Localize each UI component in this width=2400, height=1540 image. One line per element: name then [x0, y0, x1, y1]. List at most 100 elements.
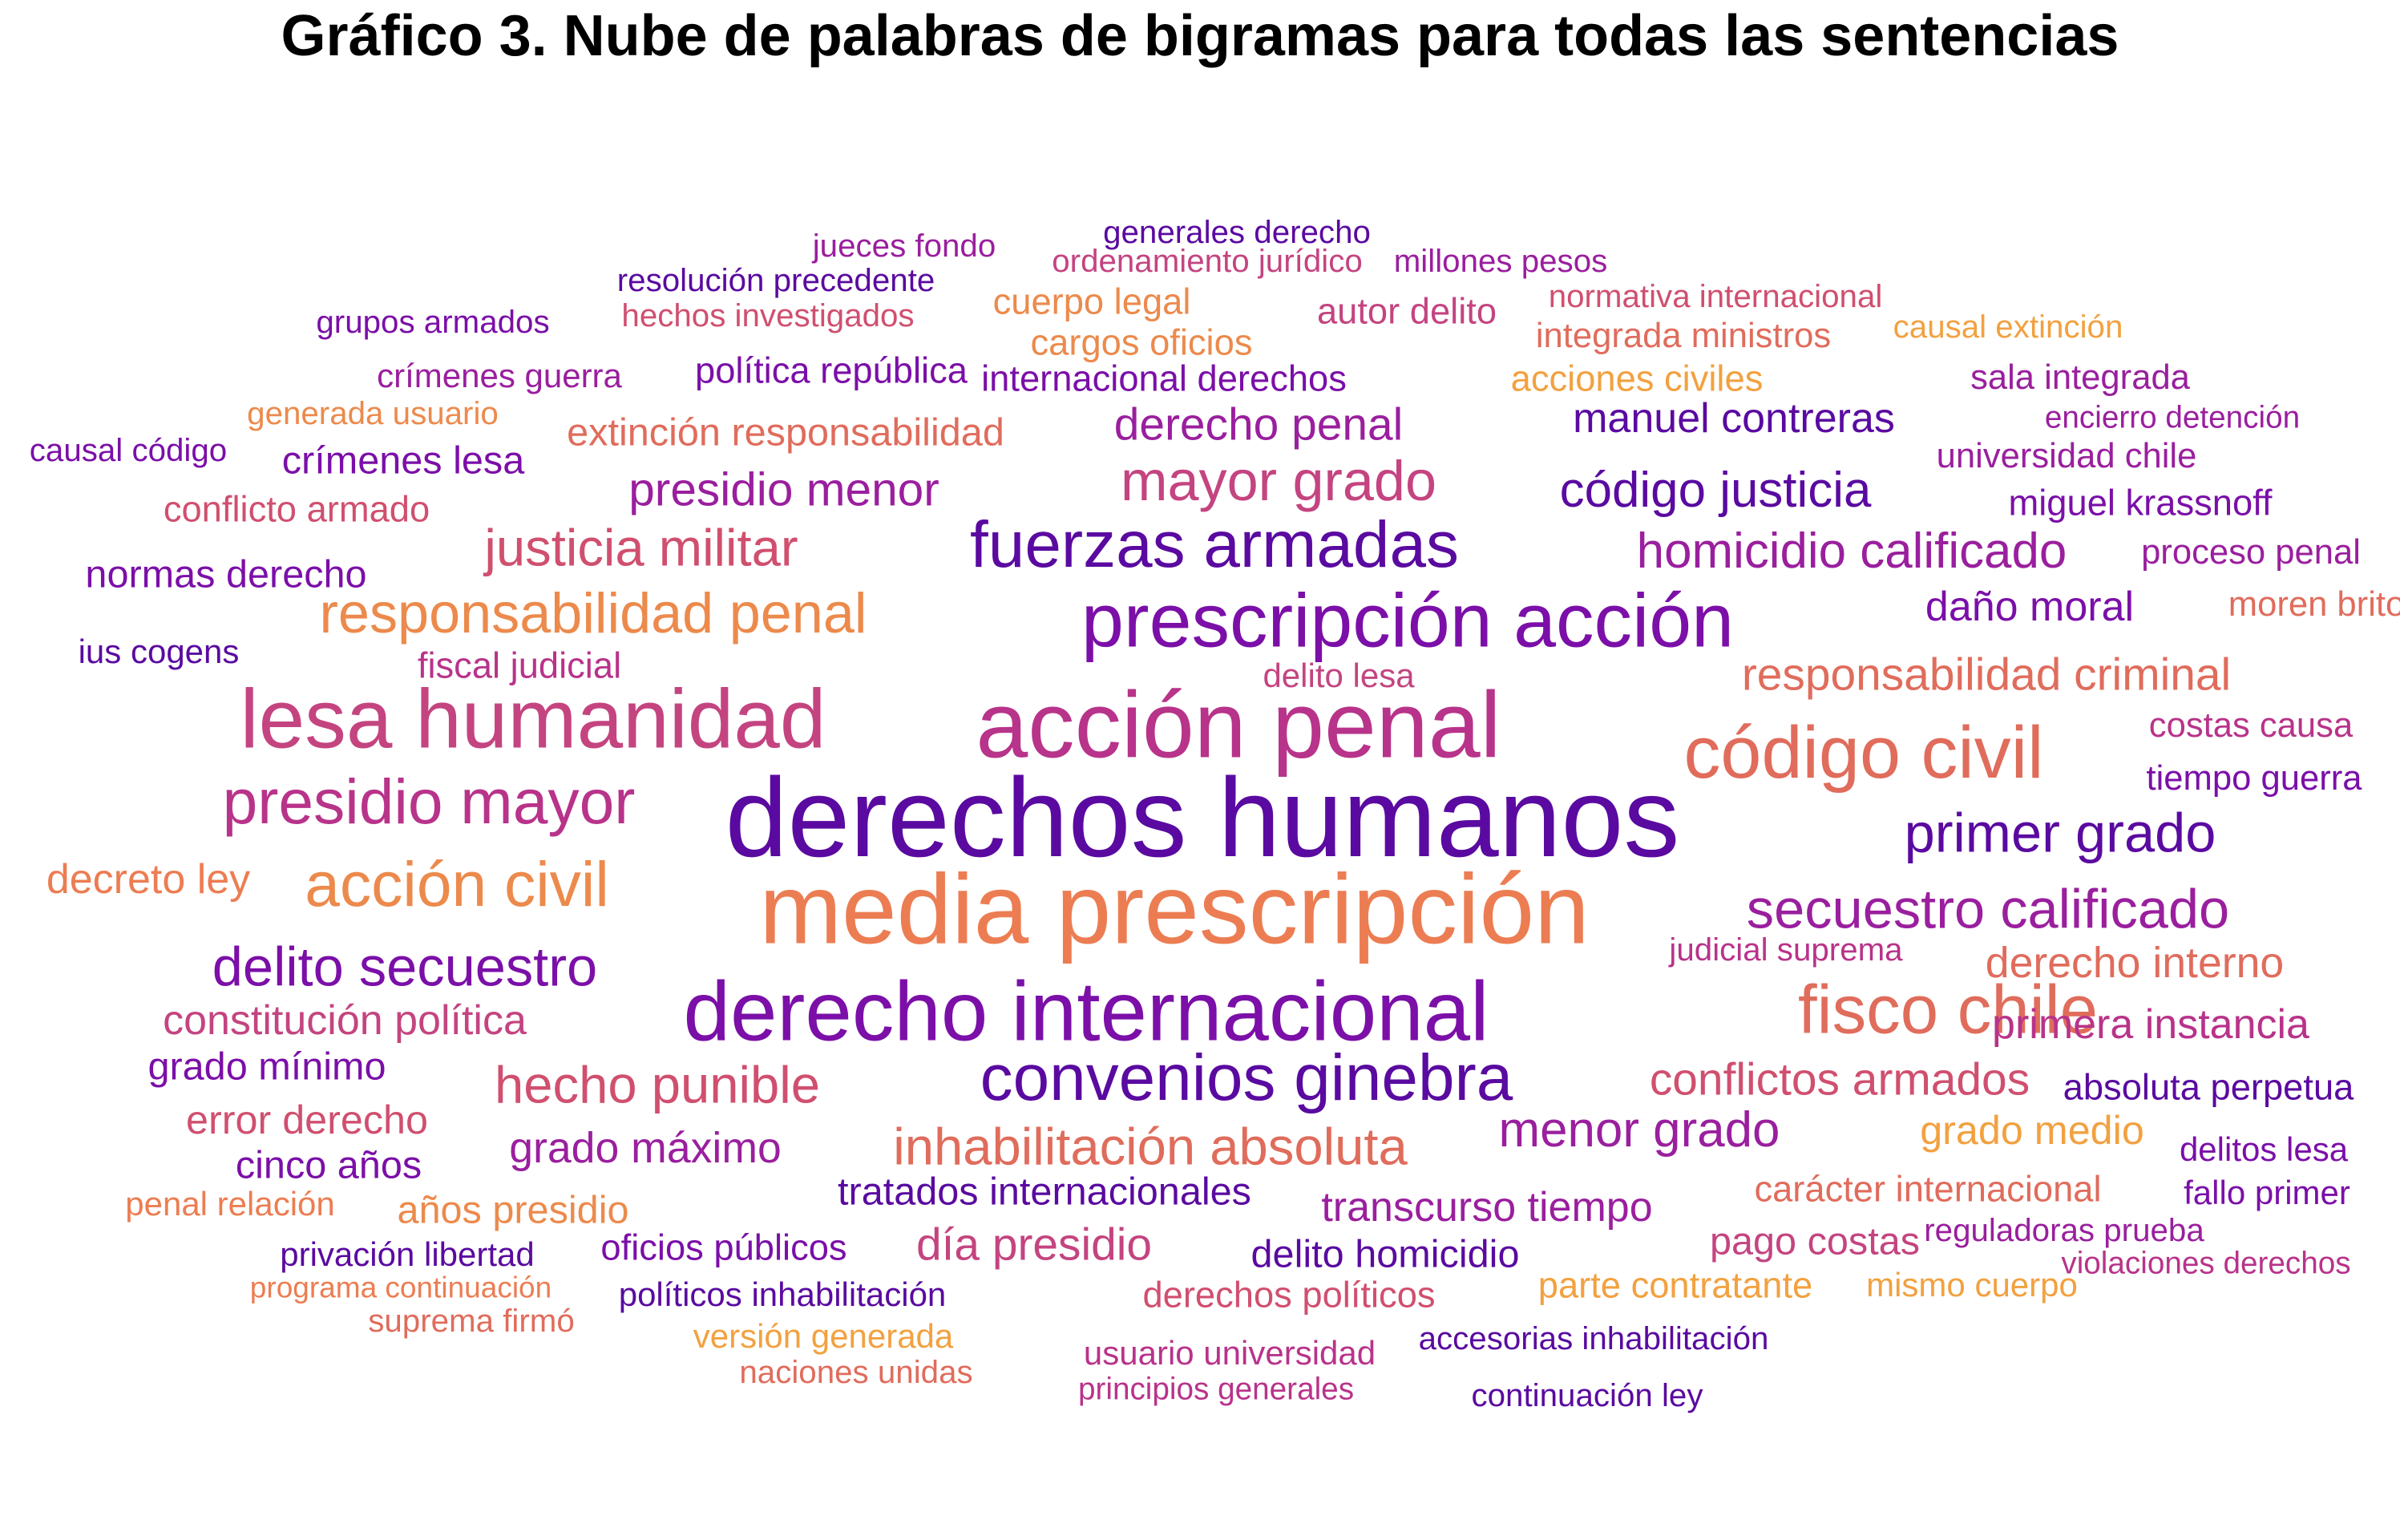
word-proceso-penal: proceso penal	[2141, 533, 2361, 572]
word-fuerzas-armadas: fuerzas armadas	[970, 508, 1459, 582]
word-constitución-política: constitución política	[163, 997, 527, 1044]
word-convenios-ginebra: convenios ginebra	[980, 1041, 1513, 1115]
word-justicia-militar: justicia militar	[484, 518, 798, 577]
word-derechos-políticos: derechos políticos	[1142, 1274, 1436, 1316]
word-menor-grado: menor grado	[1498, 1102, 1780, 1158]
word-primera-instancia: primera instancia	[1992, 1001, 2309, 1048]
word-derechos-humanos: derechos humanos	[725, 754, 1680, 880]
word-judicial-suprema: judicial suprema	[1669, 931, 1903, 968]
word-acciones-civiles: acciones civiles	[1510, 358, 1764, 399]
word-grado-máximo: grado máximo	[509, 1124, 782, 1173]
word-políticos-inhabilitación: políticos inhabilitación	[618, 1275, 947, 1313]
word-derecho-penal: derecho penal	[1113, 398, 1404, 451]
word-responsabilidad-penal: responsabilidad penal	[319, 580, 867, 645]
word-cinco-años: cinco años	[235, 1143, 422, 1187]
word-fallo-primer: fallo primer	[2184, 1174, 2350, 1211]
word-penal-relación: penal relación	[125, 1185, 335, 1223]
word-código-civil: código civil	[1683, 712, 2044, 794]
word-acción-penal: acción penal	[976, 672, 1501, 778]
word-miguel-krassnoff: miguel krassnoff	[2008, 482, 2273, 523]
word-secuestro-calificado: secuestro calificado	[1746, 878, 2230, 940]
word-generales-derecho: generales derecho	[1103, 213, 1371, 250]
word-presidio-menor: presidio menor	[628, 463, 939, 516]
word-violaciones-derechos: violaciones derechos	[2061, 1246, 2351, 1281]
word-tratados-internacionales: tratados internacionales	[838, 1170, 1251, 1214]
word-encierro-detención: encierro detención	[2044, 400, 2301, 435]
word-normas-derecho: normas derecho	[85, 552, 367, 596]
word-absoluta-perpetua: absoluta perpetua	[2063, 1066, 2354, 1108]
word-delito-homicidio: delito homicidio	[1251, 1232, 1520, 1276]
word-pago-costas: pago costas	[1709, 1219, 1921, 1263]
word-grupos-armados: grupos armados	[316, 303, 550, 340]
word-parte-contratante: parte contratante	[1537, 1264, 1813, 1306]
word-autor-delito: autor delito	[1316, 290, 1497, 332]
word-primer-grado: primer grado	[1904, 802, 2216, 864]
word-reguladoras-prueba: reguladoras prueba	[1924, 1211, 2204, 1248]
word-conflicto-armado: conflicto armado	[163, 488, 430, 530]
word-delitos-lesa: delitos lesa	[2179, 1130, 2349, 1168]
word-responsabilidad-criminal: responsabilidad criminal	[1741, 649, 2232, 701]
word-ordenamiento-jurídico: ordenamiento jurídico	[1052, 242, 1363, 279]
word-presidio-mayor: presidio mayor	[222, 766, 636, 837]
word-accesorias-inhabilitación: accesorias inhabilitación	[1418, 1320, 1769, 1356]
word-error-derecho: error derecho	[186, 1096, 428, 1142]
word-usuario-universidad: usuario universidad	[1083, 1334, 1376, 1372]
word-universidad-chile: universidad chile	[1936, 437, 2197, 476]
word-decreto-ley: decreto ley	[46, 856, 251, 903]
word-fisco-chile: fisco chile	[1797, 972, 2099, 1049]
word-tiempo-guerra: tiempo guerra	[2146, 759, 2362, 798]
word-principios-generales: principios generales	[1077, 1372, 1355, 1407]
word-causal-extinción: causal extinción	[1893, 308, 2123, 345]
word-integrada-ministros: integrada ministros	[1535, 317, 1832, 356]
word-versión-generada: versión generada	[693, 1317, 954, 1355]
word-política-república: política república	[695, 350, 968, 391]
word-media-prescripción: media prescripción	[759, 854, 1590, 965]
word-homicidio-calificado: homicidio calificado	[1636, 523, 2067, 580]
word-delito-secuestro: delito secuestro	[212, 936, 598, 998]
word-extinción-responsabilidad: extinción responsabilidad	[567, 410, 1004, 455]
word-normativa-internacional: normativa internacional	[1548, 277, 1883, 314]
word-crímenes-guerra: crímenes guerra	[377, 357, 622, 394]
word-delito-lesa: delito lesa	[1263, 657, 1415, 694]
word-resolución-precedente: resolución precedente	[616, 261, 935, 298]
word-código-justicia: código justicia	[1559, 463, 1872, 519]
word-causal-código: causal código	[29, 431, 228, 468]
word-costas-causa: costas causa	[2148, 706, 2354, 746]
word-carácter-internacional: carácter internacional	[1754, 1168, 2102, 1210]
word-derecho-interno: derecho interno	[1985, 939, 2285, 988]
word-hechos-investigados: hechos investigados	[621, 297, 915, 333]
word-privación-libertad: privación libertad	[280, 1235, 535, 1273]
word-grado-medio: grado medio	[1920, 1106, 2144, 1153]
word-continuación-ley: continuación ley	[1471, 1376, 1703, 1413]
word-suprema-firmó: suprema firmó	[368, 1302, 575, 1339]
word-sala-integrada: sala integrada	[1970, 358, 2190, 398]
word-conflictos-armados: conflictos armados	[1649, 1053, 2030, 1105]
word-programa-continuación: programa continuación	[249, 1271, 552, 1304]
word-hecho-punible: hecho punible	[495, 1055, 820, 1114]
word-naciones-unidas: naciones unidas	[739, 1353, 973, 1390]
word-millones-pesos: millones pesos	[1393, 242, 1608, 279]
word-grado-mínimo: grado mínimo	[147, 1045, 386, 1089]
word-mayor-grado: mayor grado	[1120, 448, 1437, 512]
word-derecho-internacional: derecho internacional	[683, 964, 1489, 1059]
word-oficios-públicos: oficios públicos	[600, 1227, 847, 1268]
word-lesa-humanidad: lesa humanidad	[240, 672, 826, 766]
word-cuerpo-legal: cuerpo legal	[992, 281, 1191, 322]
word-transcurso-tiempo: transcurso tiempo	[1321, 1184, 1653, 1231]
word-mismo-cuerpo: mismo cuerpo	[1866, 1266, 2078, 1304]
word-daño-moral: daño moral	[1925, 584, 2135, 630]
word-prescripción-acción: prescripción acción	[1081, 578, 1734, 664]
word-ius-cogens: ius cogens	[78, 633, 240, 670]
word-generada-usuario: generada usuario	[247, 394, 499, 431]
word-manuel-contreras: manuel contreras	[1573, 395, 1895, 442]
word-cargos-oficios: cargos oficios	[1030, 321, 1253, 363]
word-fiscal-judicial: fiscal judicial	[417, 645, 622, 686]
word-crímenes-lesa: crímenes lesa	[281, 439, 525, 483]
word-internacional-derechos: internacional derechos	[981, 358, 1347, 399]
word-acción-civil: acción civil	[305, 848, 609, 920]
word-inhabilitación-absoluta: inhabilitación absoluta	[893, 1117, 1408, 1176]
chart-title: Gráfico 3. Nube de palabras de bigramas …	[281, 4, 2119, 68]
word-moren-brito: moren brito	[2228, 585, 2400, 624]
word-años-presidio: años presidio	[397, 1188, 629, 1232]
word-día-presidio: día presidio	[915, 1219, 1153, 1271]
